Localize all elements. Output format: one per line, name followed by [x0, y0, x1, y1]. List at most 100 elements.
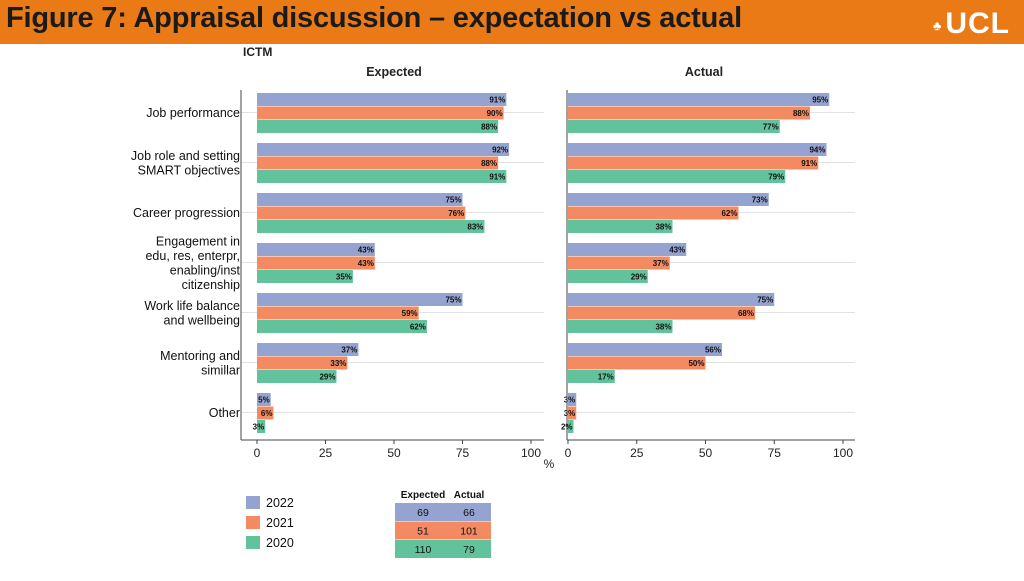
bar-actual-2020-3 — [568, 270, 648, 283]
bar-expected-2020-2 — [257, 220, 485, 233]
category-label-4-line-0: Work life balance — [144, 299, 240, 313]
value-label-expected-2021-5: 33% — [330, 359, 346, 368]
value-label-expected-2020-1: 91% — [489, 173, 505, 182]
bar-actual-2021-2 — [568, 206, 739, 220]
counts-table-header-1: Actual — [454, 490, 485, 501]
bar-actual-2022-6 — [568, 393, 577, 406]
value-label-expected-2022-1: 92% — [492, 146, 508, 155]
counts-table-header-0: Expected — [401, 490, 445, 501]
bar-actual-2022-3 — [568, 243, 687, 256]
bar-actual-2022-4 — [568, 293, 775, 306]
ucl-logo-text: UCL — [945, 7, 1010, 40]
bar-actual-2022-1 — [568, 143, 827, 156]
value-label-expected-2020-4: 62% — [410, 323, 426, 332]
bar-expected-2020-4 — [257, 320, 427, 333]
counts-table-row-2020 — [395, 540, 491, 558]
category-label-6-line-0: Other — [209, 406, 240, 420]
value-label-actual-2022-2: 73% — [752, 196, 768, 205]
bar-actual-2022-5 — [568, 343, 722, 356]
legend-label-2022: 2022 — [266, 496, 294, 510]
bar-actual-2021-0 — [568, 106, 810, 120]
value-label-expected-2022-5: 37% — [341, 346, 357, 355]
bar-expected-2022-3 — [257, 243, 375, 256]
value-label-expected-2022-4: 75% — [445, 296, 461, 305]
bar-expected-2022-2 — [257, 193, 463, 206]
value-label-actual-2022-4: 75% — [757, 296, 773, 305]
legend-swatch-2022 — [246, 496, 260, 509]
category-label-3-line-3: citizenship — [182, 278, 240, 292]
value-label-actual-2021-4: 68% — [738, 309, 754, 318]
bar-actual-2021-6 — [568, 406, 577, 420]
value-label-expected-2020-0: 88% — [481, 123, 497, 132]
value-label-actual-2020-2: 38% — [655, 223, 671, 232]
panel-title-actual: Actual — [685, 65, 723, 79]
value-label-actual-2022-6: 3% — [564, 396, 576, 405]
counts-table-expected-2022: 69 — [417, 507, 429, 519]
x-tick-label-actual-3: 75 — [768, 446, 782, 460]
legend-swatch-2021 — [246, 516, 260, 529]
bar-expected-2021-4 — [257, 306, 419, 320]
bar-expected-2022-0 — [257, 93, 507, 106]
value-label-expected-2020-2: 83% — [467, 223, 483, 232]
counts-table-row-2022 — [395, 503, 491, 521]
value-label-expected-2021-0: 90% — [487, 109, 503, 118]
bar-expected-2021-5 — [257, 356, 348, 370]
x-tick-label-actual-2: 50 — [699, 446, 713, 460]
x-tick-label-expected-0: 0 — [254, 446, 261, 460]
legend-label-2020: 2020 — [266, 536, 294, 550]
value-label-actual-2020-1: 79% — [768, 173, 784, 182]
x-tick-label-actual-1: 25 — [630, 446, 644, 460]
bar-actual-2021-5 — [568, 356, 706, 370]
header-bar: Figure 7: Appraisal discussion – expecta… — [0, 0, 1024, 44]
category-label-3-line-1: edu, res, enterpr, — [145, 249, 240, 263]
value-label-expected-2020-5: 29% — [319, 373, 335, 382]
category-label-3-line-0: Engagement in — [156, 234, 240, 248]
bar-actual-2021-4 — [568, 306, 755, 320]
value-label-actual-2022-0: 95% — [812, 96, 828, 105]
value-label-actual-2020-5: 17% — [598, 373, 614, 382]
bar-actual-2020-4 — [568, 320, 673, 333]
x-tick-label-expected-1: 25 — [319, 446, 333, 460]
bar-actual-2022-0 — [568, 93, 830, 106]
bar-actual-2020-5 — [568, 370, 615, 383]
value-label-expected-2021-6: 6% — [261, 409, 273, 418]
category-label-5-line-1: simillar — [201, 363, 240, 377]
x-tick-label-actual-4: 100 — [833, 446, 853, 460]
bar-expected-2020-3 — [257, 270, 353, 283]
bar-expected-2021-6 — [257, 406, 274, 420]
value-label-actual-2021-1: 91% — [801, 159, 817, 168]
legend-label-2021: 2021 — [266, 516, 294, 530]
category-label-3-line-2: enabling/inst — [170, 263, 241, 277]
value-label-expected-2022-0: 91% — [489, 96, 505, 105]
category-label-2-line-0: Career progression — [133, 206, 240, 220]
x-tick-label-actual-0: 0 — [565, 446, 572, 460]
x-tick-label-expected-2: 50 — [387, 446, 401, 460]
value-label-expected-2021-2: 76% — [448, 209, 464, 218]
category-label-5-line-0: Mentoring and — [160, 349, 240, 363]
bar-chart: ICTM Expected 91% 90% 88% 92% 88% 91% 75% 76%83% 4… — [105, 44, 859, 576]
counts-table-expected-2020: 110 — [415, 544, 432, 556]
value-label-actual-2020-3: 29% — [631, 273, 647, 282]
category-label-4-line-1: and wellbeing — [164, 313, 240, 327]
bar-actual-2021-1 — [568, 156, 819, 170]
x-tick-label-expected-4: 100 — [521, 446, 541, 460]
page-title: Figure 7: Appraisal discussion – expecta… — [6, 2, 742, 34]
ucl-logo: ♣ UCL — [933, 7, 1010, 40]
category-label-0-line-0: Job performance — [146, 106, 240, 120]
value-label-actual-2022-3: 43% — [669, 246, 685, 255]
x-axis-label: % — [544, 457, 555, 471]
x-tick-label-expected-3: 75 — [456, 446, 470, 460]
value-label-expected-2020-3: 35% — [336, 273, 352, 282]
counts-table-row-2021 — [395, 521, 491, 540]
bar-actual-2020-1 — [568, 170, 786, 183]
value-label-expected-2021-4: 59% — [402, 309, 418, 318]
bar-expected-2022-4 — [257, 293, 463, 306]
bar-expected-2021-3 — [257, 256, 375, 270]
value-label-actual-2021-3: 37% — [653, 259, 669, 268]
counts-table-actual-2020: 79 — [463, 544, 475, 556]
bar-expected-2022-6 — [257, 393, 271, 406]
bar-expected-2020-6 — [257, 420, 266, 433]
value-label-expected-2020-6: 3% — [253, 423, 265, 432]
bar-expected-2022-5 — [257, 343, 359, 356]
value-label-actual-2021-5: 50% — [688, 359, 704, 368]
